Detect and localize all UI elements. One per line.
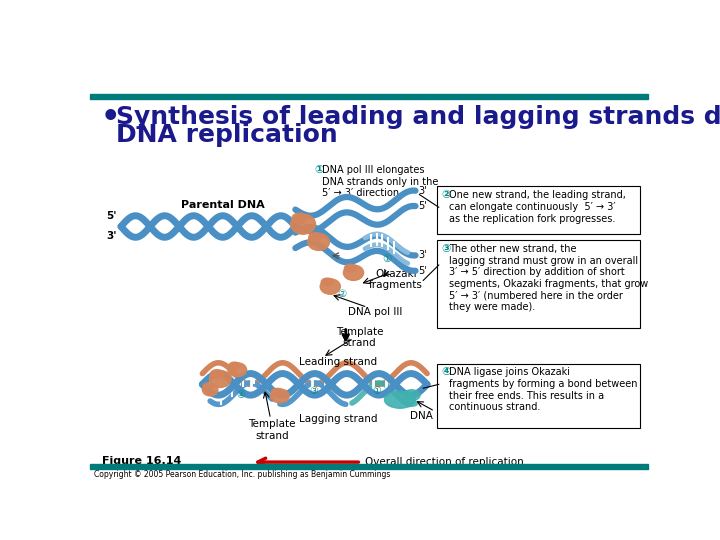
Text: Lagging strand: Lagging strand — [299, 414, 377, 423]
Text: Okazaki
fragments: Okazaki fragments — [369, 269, 423, 291]
Text: DNA ligase: DNA ligase — [410, 411, 467, 421]
Ellipse shape — [320, 279, 341, 294]
Text: One new strand, the leading strand,
can elongate continuously  5′ → 3′
as the re: One new strand, the leading strand, can … — [449, 190, 626, 224]
Ellipse shape — [229, 362, 240, 369]
Bar — [90, 94, 648, 99]
FancyBboxPatch shape — [437, 363, 640, 428]
Ellipse shape — [321, 278, 333, 286]
FancyBboxPatch shape — [437, 240, 640, 328]
Text: Synthesis of leading and lagging strands during: Synthesis of leading and lagging strands… — [117, 105, 720, 129]
Bar — [90, 464, 648, 469]
Text: ①: ① — [315, 165, 324, 175]
Ellipse shape — [202, 383, 218, 396]
Ellipse shape — [307, 233, 330, 251]
Text: ②: ② — [441, 190, 451, 200]
Text: ④: ④ — [237, 390, 246, 400]
Text: The other new strand, the
lagging strand must grow in an overall
3′ → 5′ directi: The other new strand, the lagging strand… — [449, 244, 648, 312]
Text: 5': 5' — [418, 201, 426, 211]
Text: Leading strand: Leading strand — [299, 357, 377, 367]
Text: Template
strand: Template strand — [248, 419, 296, 441]
Text: 3': 3' — [418, 251, 426, 260]
Text: Figure 16.14: Figure 16.14 — [102, 456, 181, 466]
Ellipse shape — [384, 392, 415, 408]
Ellipse shape — [271, 388, 283, 395]
Ellipse shape — [403, 390, 420, 401]
Text: •: • — [101, 103, 120, 132]
Text: DNA ligase joins Okazaki
fragments by forming a bond between
their free ends. Th: DNA ligase joins Okazaki fragments by fo… — [449, 367, 637, 412]
Text: ③: ③ — [309, 386, 318, 396]
Text: 5': 5' — [107, 211, 117, 221]
Text: ③: ③ — [441, 244, 451, 254]
Text: ④: ④ — [441, 367, 451, 377]
Text: ①: ① — [372, 386, 381, 396]
Ellipse shape — [292, 213, 307, 223]
Text: DNA pol III: DNA pol III — [348, 307, 402, 318]
Ellipse shape — [344, 264, 356, 272]
Ellipse shape — [291, 214, 315, 234]
Text: DNA replication: DNA replication — [117, 123, 338, 147]
Ellipse shape — [210, 370, 223, 378]
Text: 5': 5' — [418, 266, 426, 276]
Text: Template
strand: Template strand — [336, 327, 384, 348]
Text: Overall direction of replication: Overall direction of replication — [365, 457, 524, 467]
Ellipse shape — [228, 363, 246, 377]
Ellipse shape — [203, 383, 212, 389]
Ellipse shape — [210, 370, 231, 387]
Ellipse shape — [309, 233, 322, 241]
Text: ②: ② — [337, 289, 346, 299]
Ellipse shape — [343, 265, 364, 280]
Text: Parental DNA: Parental DNA — [181, 200, 265, 210]
Ellipse shape — [271, 389, 289, 403]
Text: Copyright © 2005 Pearson Education, Inc. publishing as Benjamin Cummings: Copyright © 2005 Pearson Education, Inc.… — [94, 470, 390, 479]
FancyBboxPatch shape — [437, 186, 640, 234]
Text: 3': 3' — [107, 231, 117, 241]
Text: ①: ① — [382, 254, 392, 264]
Text: DNA pol III elongates
DNA strands only in the
5′ → 3′ direction.: DNA pol III elongates DNA strands only i… — [323, 165, 439, 198]
Text: 3': 3' — [418, 186, 426, 195]
